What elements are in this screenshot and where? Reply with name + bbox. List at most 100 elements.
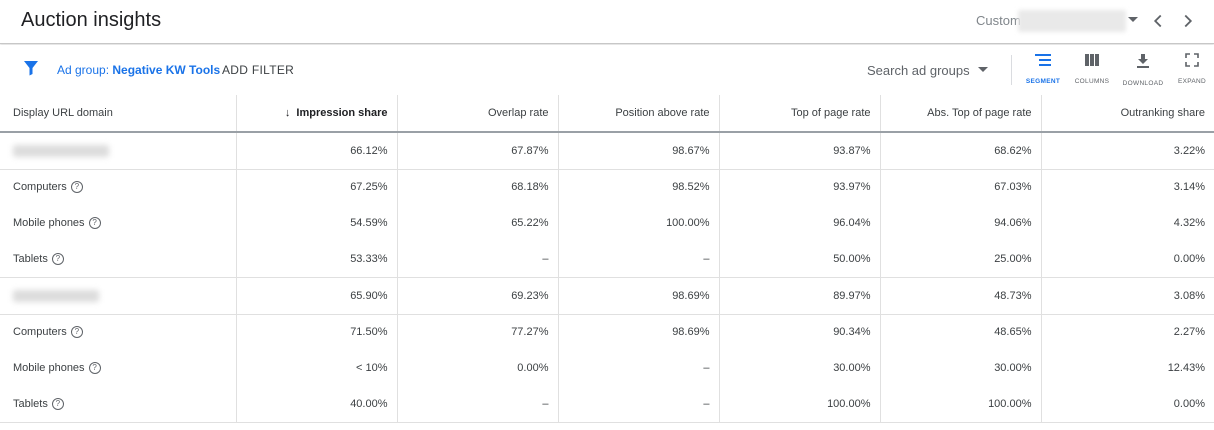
- add-filter-button[interactable]: ADD FILTER: [222, 63, 295, 77]
- ad-group-filter-chip[interactable]: Ad group: Negative KW Tools: [57, 63, 220, 77]
- segment-row: Tablets? 53.33% – –50.00% 25.00% 0.00%: [0, 241, 1214, 278]
- segment-cell: 77.27%: [397, 314, 559, 350]
- device-label: Tablets: [13, 397, 48, 410]
- domain-row: 66.12% 67.87% 98.67% 93.87% 68.62% 3.22%: [0, 132, 1214, 170]
- segment-cell: 25.00%: [880, 241, 1042, 278]
- domain-cell: 66.12%: [236, 132, 398, 170]
- domain-cell: 93.87%: [719, 132, 881, 170]
- segment-cell: 50.00%: [719, 241, 881, 278]
- toolbar-divider: [1011, 55, 1012, 85]
- segment-cell: 67.03%: [880, 169, 1042, 205]
- date-range-label[interactable]: Custom: [976, 13, 1021, 28]
- sort-arrow-down-icon: ↓: [284, 107, 291, 119]
- redacted-domain: [13, 144, 109, 157]
- segment-cell: 100.00%: [880, 386, 1042, 423]
- col-impression-share-label: Impression share: [296, 107, 388, 119]
- help-icon[interactable]: ?: [88, 362, 101, 374]
- help-icon[interactable]: ?: [70, 181, 83, 194]
- domain-cell: 65.90%: [236, 277, 398, 315]
- segment-cell: 93.97%: [719, 169, 881, 205]
- col-top-of-page-rate[interactable]: Top of page rate: [719, 95, 881, 133]
- segment-cell: 100.00%: [719, 386, 881, 423]
- filter-icon[interactable]: [23, 60, 39, 76]
- segment-cell: 94.06%: [880, 205, 1042, 241]
- col-display-url-domain[interactable]: Display URL domain: [0, 95, 237, 133]
- segment-cell: 30.00%: [719, 350, 881, 386]
- segment-cell: 67.25%: [236, 169, 398, 205]
- domain-cell: 68.62%: [880, 132, 1042, 170]
- segment-cell: –: [558, 241, 720, 278]
- domain-cell: 98.67%: [558, 132, 720, 170]
- segment-label-cell: Mobile phones?: [0, 205, 237, 241]
- help-icon[interactable]: ?: [51, 252, 64, 265]
- domain-name-redacted: [0, 132, 237, 170]
- segment-row: Mobile phones? 54.59% 65.22% 100.00% 96.04% 9…: [0, 205, 1214, 241]
- segment-cell: –: [397, 241, 559, 278]
- segment-row: Tablets? 40.00% – –100.00% 100.00% 0.00%: [0, 386, 1214, 423]
- segment-button[interactable]: SEGMENT: [1021, 53, 1065, 85]
- segment-cell: < 10%: [236, 350, 398, 386]
- col-abs-top-of-page-rate[interactable]: Abs. Top of page rate: [880, 95, 1042, 133]
- download-icon: [1137, 54, 1149, 68]
- device-label: Mobile phones: [13, 217, 85, 229]
- filter-chip-prefix: Ad group:: [57, 63, 113, 77]
- domain-cell: 3.08%: [1041, 277, 1214, 315]
- filter-chip-value: Negative KW Tools: [112, 63, 221, 77]
- segment-cell: 0.00%: [1041, 386, 1214, 423]
- segment-cell: 54.59%: [236, 205, 398, 241]
- segment-label: SEGMENT: [1025, 78, 1061, 85]
- segment-cell: 30.00%: [880, 350, 1042, 386]
- segment-label-cell: Computers?: [0, 169, 237, 205]
- segment-cell: 3.14%: [1173, 181, 1205, 194]
- search-ad-groups-select[interactable]: Search ad groups: [867, 63, 970, 78]
- segment-cell: 2.27%: [1173, 326, 1205, 339]
- page-title: Auction insights: [21, 9, 162, 31]
- segment-cell: –: [558, 350, 720, 386]
- chevron-left-icon[interactable]: [1147, 10, 1169, 32]
- date-range-value[interactable]: [1018, 10, 1126, 32]
- columns-label: COLUMNS: [1074, 78, 1110, 85]
- col-position-above-rate[interactable]: Position above rate: [558, 95, 720, 133]
- expand-button[interactable]: EXPAND: [1170, 53, 1214, 85]
- device-label: Computers: [13, 326, 67, 339]
- columns-button[interactable]: COLUMNS: [1070, 53, 1114, 85]
- segment-row: Computers? 71.50% 77.27% 98.69% 90.34% 48.65%…: [0, 314, 1214, 350]
- help-icon[interactable]: ?: [70, 326, 83, 339]
- domain-name-redacted: [0, 277, 237, 315]
- expand-icon: [1185, 53, 1199, 67]
- download-label: DOWNLOAD: [1122, 80, 1164, 87]
- domain-cell: 89.97%: [719, 277, 881, 315]
- help-icon[interactable]: ?: [51, 397, 64, 410]
- segment-cell: 12.43%: [1167, 362, 1205, 374]
- segment-row: Mobile phones? < 10% 0.00% –30.00% 30.00% 12.…: [0, 350, 1214, 386]
- chevron-down-icon[interactable]: [978, 67, 988, 72]
- chevron-right-icon[interactable]: [1177, 10, 1199, 32]
- domain-cell: 67.87%: [397, 132, 559, 170]
- device-label: Tablets: [13, 252, 48, 265]
- date-range-dropdown-icon[interactable]: [1128, 17, 1138, 22]
- expand-label: EXPAND: [1177, 78, 1207, 85]
- table-header-row: Display URL domain ↓ Impression share Ove…: [0, 95, 1214, 133]
- domain-cell: 3.22%: [1041, 132, 1214, 170]
- redacted-domain: [13, 289, 99, 302]
- segment-cell: 40.00%: [236, 386, 398, 423]
- segment-cell: 0.00%: [397, 350, 559, 386]
- segment-cell: 0.00%: [1041, 241, 1214, 278]
- download-button[interactable]: DOWNLOAD: [1121, 53, 1165, 87]
- segment-cell: 4.32%: [1173, 217, 1205, 229]
- col-overlap-rate[interactable]: Overlap rate: [397, 95, 559, 133]
- col-impression-share[interactable]: ↓ Impression share: [236, 95, 398, 133]
- segment-row: Computers? 67.25% 68.18% 98.52% 93.97% 67.03%…: [0, 169, 1214, 205]
- help-icon[interactable]: ?: [88, 217, 101, 229]
- domain-cell: 98.69%: [558, 277, 720, 315]
- segment-cell: 68.18%: [397, 169, 559, 205]
- segment-cell: 71.50%: [236, 314, 398, 350]
- device-label: Computers: [13, 181, 67, 194]
- auction-insights-table: Display URL domain ↓ Impression share Ove…: [0, 95, 1214, 423]
- segment-label-cell: Tablets?: [0, 386, 237, 423]
- segment-cell: 48.65%: [880, 314, 1042, 350]
- segment-cell: 98.69%: [558, 314, 720, 350]
- segment-cell: 98.52%: [558, 169, 720, 205]
- segment-cell: 90.34%: [719, 314, 881, 350]
- col-outranking-share[interactable]: Outranking share: [1041, 95, 1214, 133]
